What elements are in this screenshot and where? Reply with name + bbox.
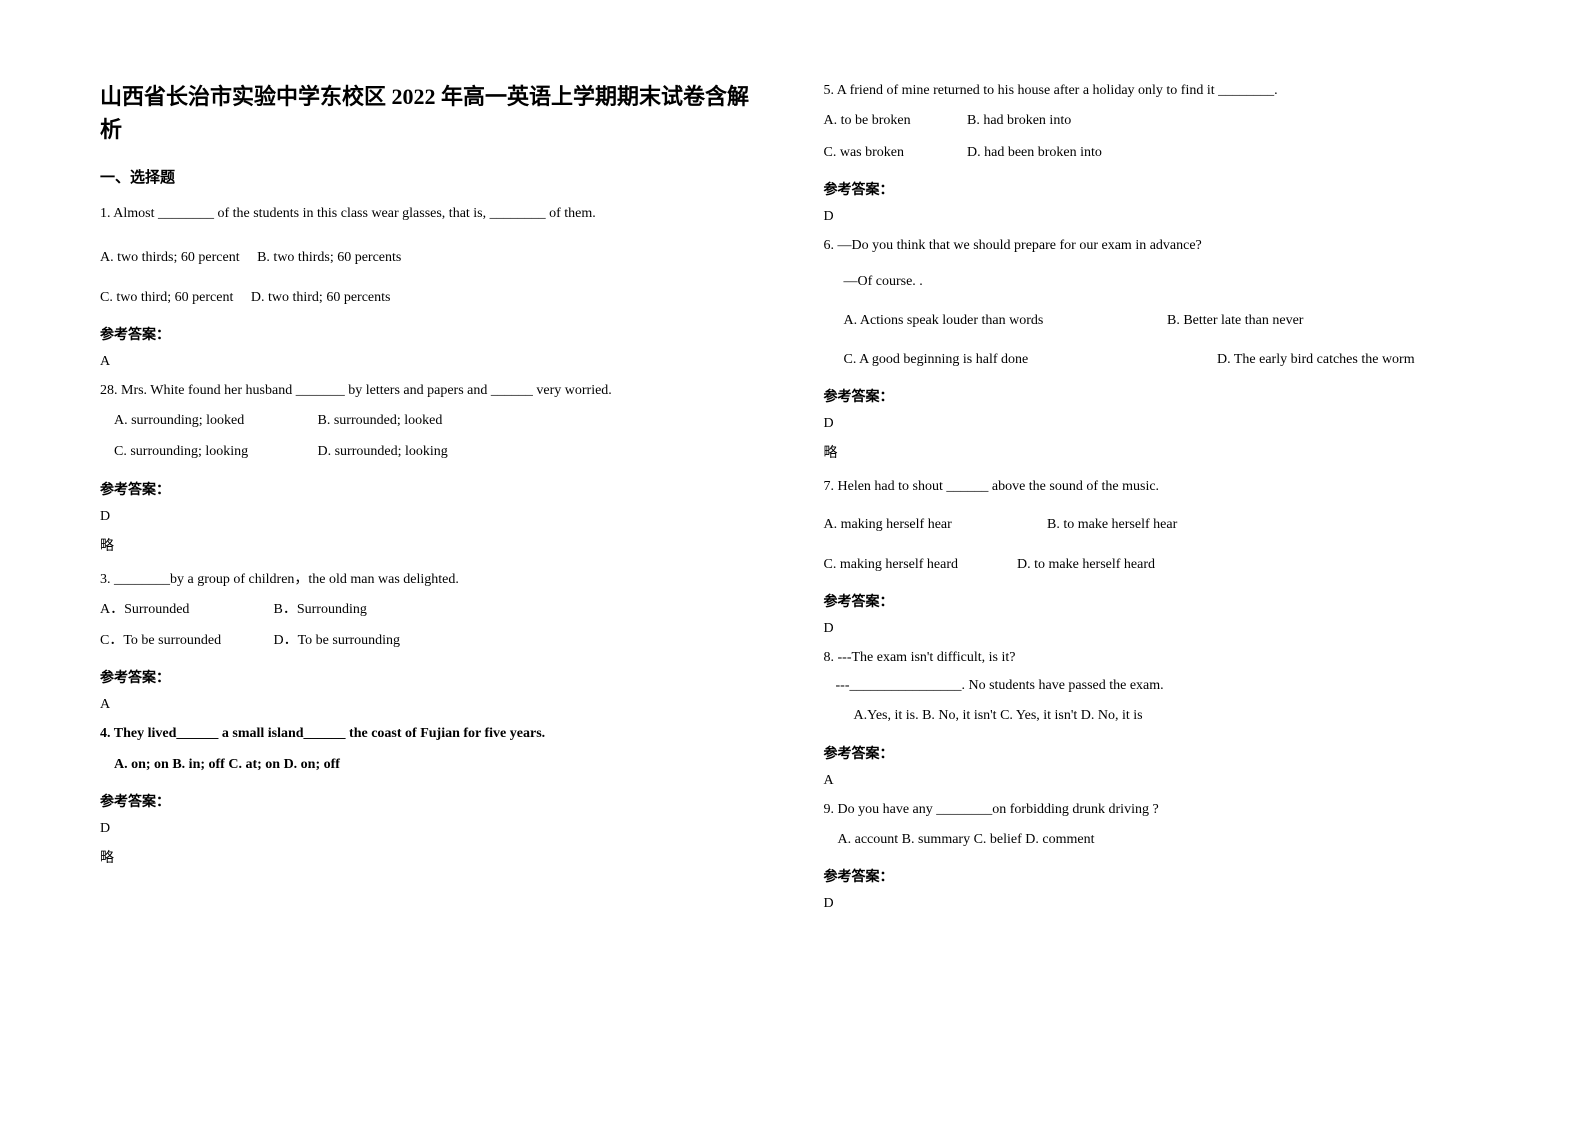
q5-options-row1: A. to be broken B. had broken into (824, 108, 1488, 133)
q6-options-row2: C. A good beginning is half done D. The … (824, 347, 1488, 372)
q6-answer: D (824, 416, 1488, 432)
q4-skip: 略 (100, 847, 764, 867)
q3-answer-label: 参考答案： (100, 667, 764, 687)
q6-optA: A. Actions speak louder than words (844, 308, 1164, 333)
q5-optB: B. had broken into (967, 113, 1071, 128)
q6-text2: —Of course. . (824, 271, 1488, 293)
q7-options-row2: C. making herself heard D. to make herse… (824, 552, 1488, 577)
q8-answer: A (824, 773, 1488, 789)
q6-text1: 6. —Do you think that we should prepare … (824, 235, 1488, 257)
q7-options-row1: A. making herself hear B. to make hersel… (824, 512, 1488, 537)
q7-text: 7. Helen had to shout ______ above the s… (824, 476, 1488, 498)
q4-answer: D (100, 821, 764, 837)
q2-optA: A. surrounding; looked (114, 408, 314, 433)
q7-optB: B. to make herself hear (1047, 517, 1177, 532)
q2-answer-label: 参考答案： (100, 479, 764, 499)
q6-options-row1: A. Actions speak louder than words B. Be… (824, 308, 1488, 333)
q9-text: 9. Do you have any ________on forbidding… (824, 799, 1488, 821)
q1-answer: A (100, 354, 764, 370)
q1-optB: B. two thirds; 60 percents (257, 250, 401, 265)
q1-options-row2: C. two third; 60 percent D. two third; 6… (100, 285, 764, 310)
q3-options-row1: A．Surrounded B．Surrounding (100, 597, 764, 622)
q7-optD: D. to make herself heard (1017, 557, 1155, 572)
q3-optD: D．To be surrounding (274, 633, 401, 648)
q1-optC: C. two third; 60 percent (100, 290, 233, 305)
q7-optA: A. making herself hear (824, 512, 1044, 537)
q3-text: 3. ________by a group of children，the ol… (100, 569, 764, 591)
q1-optA: A. two thirds; 60 percent (100, 250, 240, 265)
q3-optA: A．Surrounded (100, 597, 270, 622)
q5-text: 5. A friend of mine returned to his hous… (824, 80, 1488, 102)
q8-options: A.Yes, it is. B. No, it isn't C. Yes, it… (824, 703, 1488, 728)
q1-answer-label: 参考答案： (100, 324, 764, 344)
q1-options-row1: A. two thirds; 60 percent B. two thirds;… (100, 245, 764, 270)
q1-optD: D. two third; 60 percents (251, 290, 391, 305)
q2-optC: C. surrounding; looking (114, 439, 314, 464)
section-header: 一、选择题 (100, 166, 764, 187)
q9-options: A. account B. summary C. belief D. comme… (824, 827, 1488, 852)
q6-skip: 略 (824, 442, 1488, 462)
q7-optC: C. making herself heard (824, 552, 1014, 577)
q4-answer-label: 参考答案： (100, 791, 764, 811)
q8-text1: 8. ---The exam isn't difficult, is it? (824, 647, 1488, 669)
q1-text: 1. Almost ________ of the students in th… (100, 203, 764, 225)
q3-optB: B．Surrounding (274, 602, 367, 617)
left-column: 山西省长治市实验中学东校区 2022 年高一英语上学期期末试卷含解析 一、选择题… (100, 80, 764, 1042)
q3-options-row2: C．To be surrounded D．To be surrounding (100, 628, 764, 653)
q5-answer: D (824, 209, 1488, 225)
q2-optD: D. surrounded; looking (318, 444, 448, 459)
q6-answer-label: 参考答案： (824, 386, 1488, 406)
q2-options-row1: A. surrounding; looked B. surrounded; lo… (100, 408, 764, 433)
q6-optC: C. A good beginning is half done (844, 347, 1214, 372)
q8-text2: ---________________. No students have pa… (824, 675, 1488, 697)
q5-options-row2: C. was broken D. had been broken into (824, 140, 1488, 165)
q7-answer: D (824, 621, 1488, 637)
q5-optD: D. had been broken into (967, 145, 1102, 160)
q6-optD: D. The early bird catches the worm (1217, 352, 1415, 367)
q2-optB: B. surrounded; looked (318, 413, 443, 428)
q4-text: 4. They lived______ a small island______… (100, 723, 764, 745)
q3-optC: C．To be surrounded (100, 628, 270, 653)
q2-skip: 略 (100, 535, 764, 555)
q9-answer-label: 参考答案： (824, 866, 1488, 886)
q5-optA: A. to be broken (824, 108, 964, 133)
q8-answer-label: 参考答案： (824, 743, 1488, 763)
q2-answer: D (100, 509, 764, 525)
q6-optB: B. Better late than never (1167, 313, 1303, 328)
q2-text: 28. Mrs. White found her husband _______… (100, 380, 764, 402)
q7-answer-label: 参考答案： (824, 591, 1488, 611)
page-title: 山西省长治市实验中学东校区 2022 年高一英语上学期期末试卷含解析 (100, 80, 764, 146)
right-column: 5. A friend of mine returned to his hous… (824, 80, 1488, 1042)
q3-answer: A (100, 697, 764, 713)
q5-optC: C. was broken (824, 140, 964, 165)
q4-options: A. on; on B. in; off C. at; on D. on; of… (100, 752, 764, 777)
q5-answer-label: 参考答案： (824, 179, 1488, 199)
q2-options-row2: C. surrounding; looking D. surrounded; l… (100, 439, 764, 464)
q9-answer: D (824, 896, 1488, 912)
